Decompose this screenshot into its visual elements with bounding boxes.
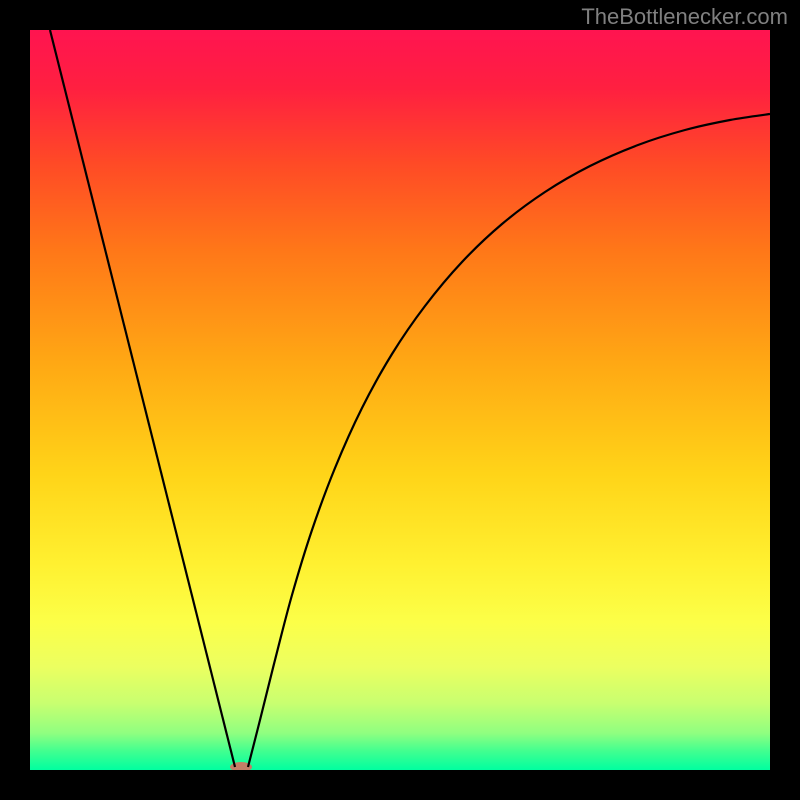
watermark-text: TheBottlenecker.com	[581, 4, 788, 30]
chart-background	[30, 30, 770, 770]
chart-svg	[30, 30, 770, 770]
plot-area	[30, 30, 770, 770]
